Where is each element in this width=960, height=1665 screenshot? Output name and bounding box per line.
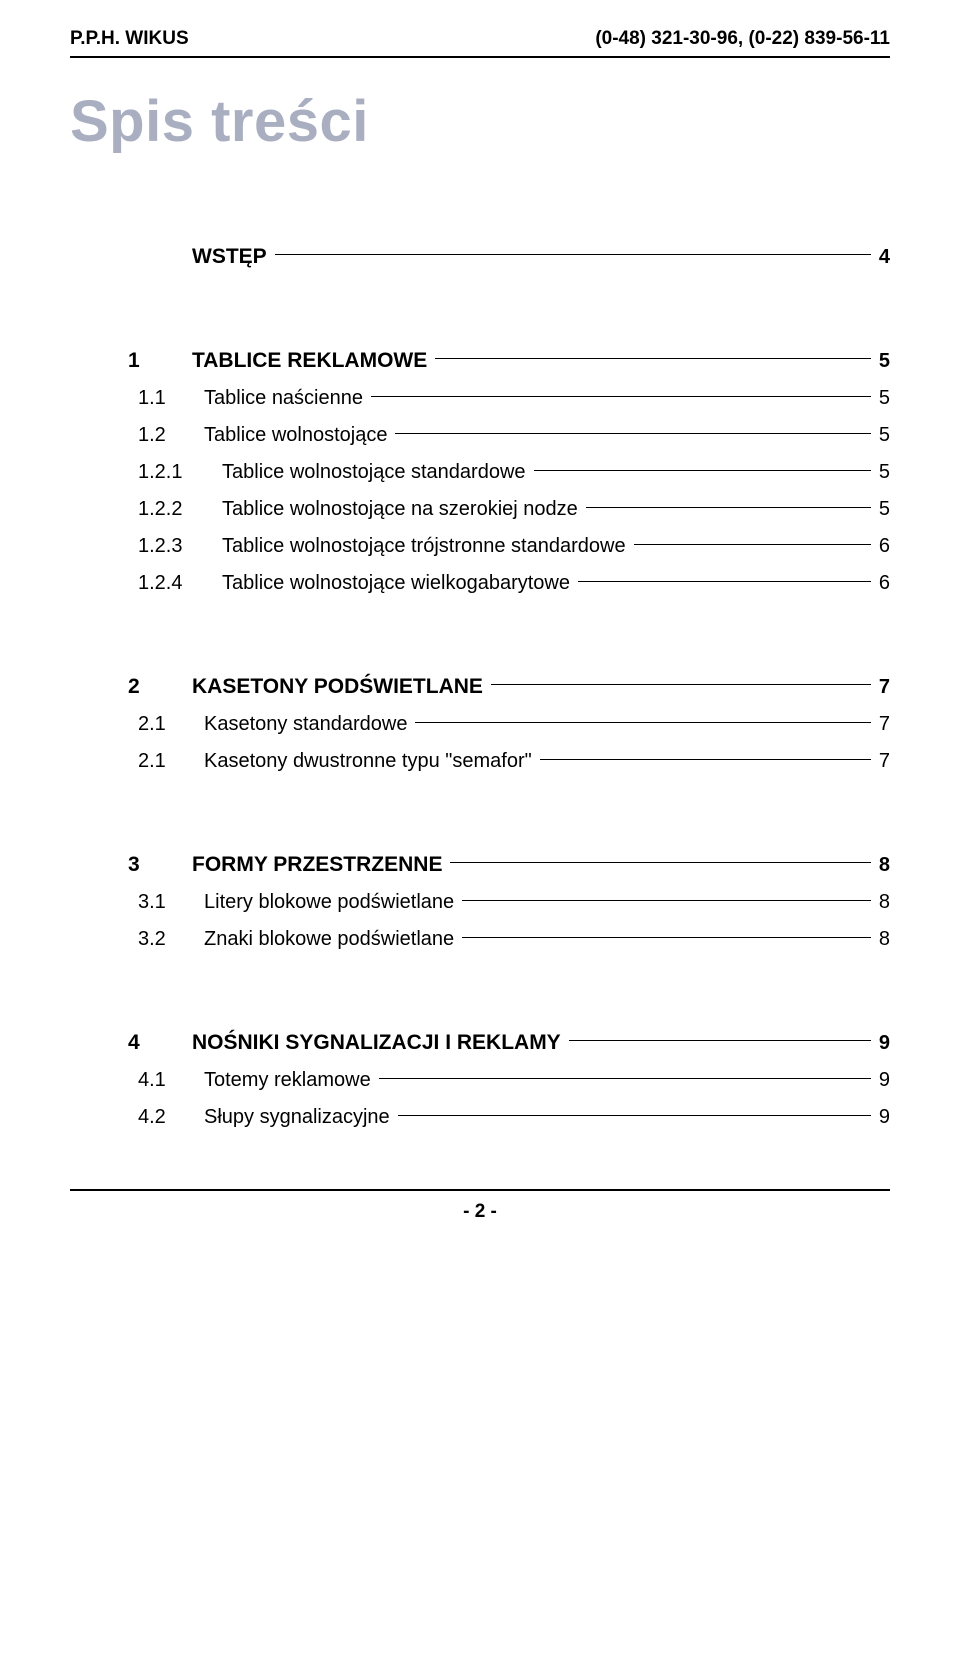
toc-item-num: 1.2.2 [128, 498, 222, 521]
toc-section-label: TABLICE REKLAMOWE [192, 349, 427, 373]
toc-section-label: NOŚNIKI SYGNALIZACJI I REKLAMY [192, 1031, 561, 1055]
toc-item-page: 9 [879, 1069, 890, 1092]
toc-item-row: 3.2Znaki blokowe podświetlane 8 [128, 928, 890, 951]
toc-section: 2KASETONY PODŚWIETLANE72.1Kasetony stand… [128, 675, 890, 773]
toc-item-row: 4.1Totemy reklamowe 9 [128, 1069, 890, 1092]
toc-item-row: 1.2.4Tablice wolnostojące wielkogabaryto… [128, 572, 890, 595]
toc-intro-label: WSTĘP [192, 245, 267, 269]
toc-section-heading: 1TABLICE REKLAMOWE 5 [128, 349, 890, 373]
toc-item-page: 8 [879, 891, 890, 914]
toc-item-page: 6 [879, 535, 890, 558]
toc-item-page: 5 [879, 424, 890, 447]
toc-item-num: 4.1 [128, 1069, 204, 1092]
toc-item-page: 5 [879, 387, 890, 410]
leader [371, 396, 871, 397]
leader [578, 581, 871, 582]
toc-intro-page: 4 [879, 246, 890, 269]
toc-body: WSTĘP 4 1TABLICE REKLAMOWE51.1Tablice na… [70, 245, 890, 1129]
leader [415, 722, 870, 723]
toc-item-label: Tablice wolnostojące trójstronne standar… [222, 535, 626, 558]
header-rule [70, 56, 890, 58]
toc-item-num: 2.1 [128, 750, 204, 773]
page-number: - 2 - [70, 1191, 890, 1223]
toc-item-num: 1.1 [128, 387, 204, 410]
toc-section: 4NOŚNIKI SYGNALIZACJI I REKLAMY94.1Totem… [128, 1031, 890, 1129]
leader [491, 684, 871, 685]
toc-item-row: 2.1Kasetony dwustronne typu "semafor" 7 [128, 750, 890, 773]
toc-item-row: 1.2.1Tablice wolnostojące standardowe 5 [128, 461, 890, 484]
toc-section-heading: 4NOŚNIKI SYGNALIZACJI I REKLAMY 9 [128, 1031, 890, 1055]
toc-section-num: 3 [128, 853, 192, 877]
toc-item-row: 1.1Tablice naścienne 5 [128, 387, 890, 410]
leader [398, 1115, 871, 1116]
leader [275, 254, 871, 255]
toc-item-page: 6 [879, 572, 890, 595]
toc-item-label: Kasetony standardowe [204, 713, 407, 736]
leader [395, 433, 870, 434]
toc-item-page: 9 [879, 1106, 890, 1129]
toc-item-num: 1.2 [128, 424, 204, 447]
toc-section-label: FORMY PRZESTRZENNE [192, 853, 442, 877]
toc-section-num: 2 [128, 675, 192, 699]
toc-item-row: 1.2Tablice wolnostojące 5 [128, 424, 890, 447]
leader [435, 358, 871, 359]
toc-item-row: 4.2Słupy sygnalizacyjne 9 [128, 1106, 890, 1129]
toc-item-label: Tablice wolnostojące standardowe [222, 461, 526, 484]
toc-section-num: 4 [128, 1031, 192, 1055]
toc-item-label: Tablice wolnostojące wielkogabarytowe [222, 572, 570, 595]
leader [586, 507, 871, 508]
toc-section-label: KASETONY PODŚWIETLANE [192, 675, 483, 699]
toc-section-page: 9 [879, 1032, 890, 1055]
toc-item-label: Znaki blokowe podświetlane [204, 928, 454, 951]
leader [450, 862, 870, 863]
toc-section-heading: 2KASETONY PODŚWIETLANE 7 [128, 675, 890, 699]
toc-item-label: Litery blokowe podświetlane [204, 891, 454, 914]
leader [462, 900, 871, 901]
leader [540, 759, 871, 760]
toc-item-page: 7 [879, 713, 890, 736]
toc-item-row: 1.2.3Tablice wolnostojące trójstronne st… [128, 535, 890, 558]
toc-item-num: 3.1 [128, 891, 204, 914]
header-left: P.P.H. WIKUS [70, 28, 189, 50]
toc-item-num: 1.2.1 [128, 461, 222, 484]
toc-item-page: 5 [879, 461, 890, 484]
toc-item-num: 3.2 [128, 928, 204, 951]
toc-item-row: 3.1Litery blokowe podświetlane 8 [128, 891, 890, 914]
toc-item-label: Totemy reklamowe [204, 1069, 371, 1092]
toc-section-page: 5 [879, 350, 890, 373]
toc-item-row: 2.1Kasetony standardowe 7 [128, 713, 890, 736]
toc-item-label: Słupy sygnalizacyjne [204, 1106, 390, 1129]
toc-item-num: 1.2.4 [128, 572, 222, 595]
toc-intro-row: WSTĘP 4 [128, 245, 890, 269]
toc-item-num: 1.2.3 [128, 535, 222, 558]
toc-item-label: Tablice wolnostojące na szerokiej nodze [222, 498, 578, 521]
toc-item-page: 5 [879, 498, 890, 521]
leader [379, 1078, 871, 1079]
leader [634, 544, 871, 545]
toc-item-label: Tablice naścienne [204, 387, 363, 410]
leader [534, 470, 871, 471]
toc-section-heading: 3FORMY PRZESTRZENNE 8 [128, 853, 890, 877]
toc-item-row: 1.2.2Tablice wolnostojące na szerokiej n… [128, 498, 890, 521]
toc-item-num: 2.1 [128, 713, 204, 736]
leader [462, 937, 871, 938]
page-header: P.P.H. WIKUS (0-48) 321-30-96, (0-22) 83… [70, 28, 890, 50]
toc-item-label: Kasetony dwustronne typu "semafor" [204, 750, 532, 773]
toc-section-num: 1 [128, 349, 192, 373]
leader [569, 1040, 871, 1041]
toc-section-page: 8 [879, 854, 890, 877]
page-title: Spis treści [70, 88, 890, 155]
toc-section: 1TABLICE REKLAMOWE 5 1.1Tablice naścienne 5… [128, 349, 890, 595]
toc-item-num: 4.2 [128, 1106, 204, 1129]
toc-item-page: 8 [879, 928, 890, 951]
toc-item-label: Tablice wolnostojące [204, 424, 387, 447]
header-right: (0-48) 321-30-96, (0-22) 839-56-11 [595, 28, 890, 50]
toc-section-page: 7 [879, 676, 890, 699]
toc-section: 3FORMY PRZESTRZENNE83.1Litery blokowe po… [128, 853, 890, 951]
toc-item-page: 7 [879, 750, 890, 773]
